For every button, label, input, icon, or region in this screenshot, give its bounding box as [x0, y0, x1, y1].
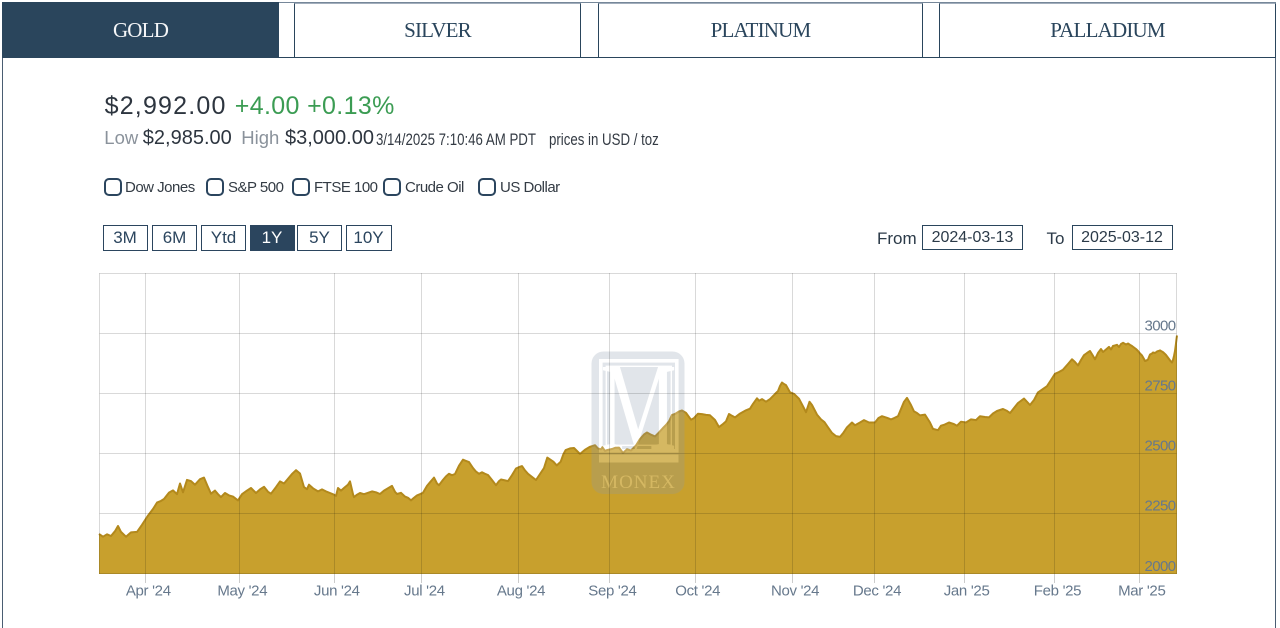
svg-text:Mar '25: Mar '25: [1118, 583, 1165, 600]
svg-text:Jul '24: Jul '24: [404, 583, 445, 600]
svg-text:2250: 2250: [1145, 498, 1176, 515]
svg-text:Apr '24: Apr '24: [126, 583, 171, 600]
svg-text:2000: 2000: [1145, 558, 1176, 575]
svg-text:Nov '24: Nov '24: [771, 583, 819, 600]
svg-text:2750: 2750: [1145, 378, 1176, 395]
svg-text:Dec '24: Dec '24: [853, 583, 901, 600]
svg-text:M: M: [600, 339, 676, 477]
svg-text:May '24: May '24: [217, 583, 267, 600]
svg-text:2500: 2500: [1145, 438, 1176, 455]
svg-text:MONEX: MONEX: [601, 472, 676, 493]
svg-text:Jan '25: Jan '25: [944, 583, 990, 600]
svg-text:3000: 3000: [1145, 318, 1176, 335]
svg-text:Oct '24: Oct '24: [675, 583, 720, 600]
svg-text:Jun '24: Jun '24: [314, 583, 360, 600]
svg-text:Feb '25: Feb '25: [1034, 583, 1081, 600]
svg-text:Aug '24: Aug '24: [497, 583, 545, 600]
svg-text:Sep '24: Sep '24: [588, 583, 636, 600]
